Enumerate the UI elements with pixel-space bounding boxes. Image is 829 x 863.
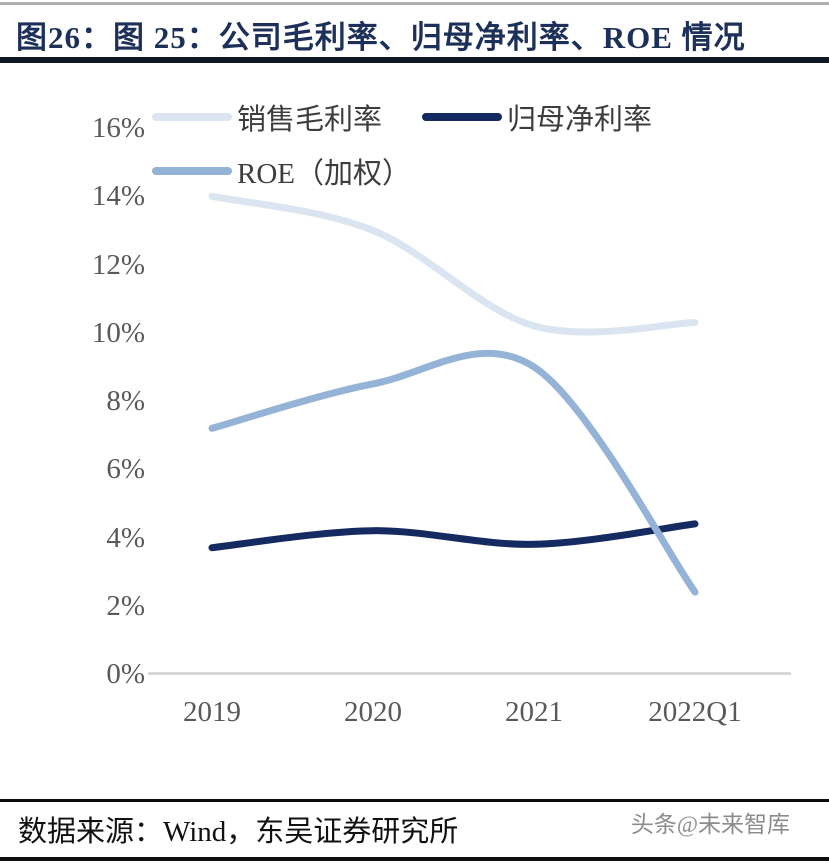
footer-divider <box>0 799 829 802</box>
y-tick-label: 0% <box>106 658 145 690</box>
bottom-divider <box>0 857 829 861</box>
series-line-ROE（加权） <box>208 349 699 596</box>
title-underline <box>0 57 829 63</box>
y-tick-label: 16% <box>91 112 145 144</box>
legend-line-swatch <box>152 167 232 175</box>
legend-series-label: 销售毛利率 <box>237 104 383 136</box>
figure-title: 图26：图 25：公司毛利率、归母净利率、ROE 情况 <box>16 20 746 55</box>
legend-item: ROE（加权） <box>152 148 411 194</box>
legend-series-label: ROE（加权） <box>237 158 412 190</box>
y-tick-label: 10% <box>91 316 145 349</box>
y-tick-label: 4% <box>106 521 145 554</box>
watermark-label: 头条@未来智库 <box>630 812 790 837</box>
legend-series-label: 归母净利率 <box>507 104 653 136</box>
y-tick-label: 12% <box>91 248 145 281</box>
legend-item: 归母净利率 <box>422 94 672 140</box>
top-divider <box>0 2 829 5</box>
legend-line-swatch <box>422 113 502 121</box>
y-tick-label: 2% <box>106 589 145 622</box>
series-line-销售毛利率 <box>208 192 699 336</box>
y-tick-label: 6% <box>106 453 145 486</box>
y-tick-label: 8% <box>106 385 145 417</box>
x-tick-label: 2020 <box>344 696 402 728</box>
x-tick-label: 2022Q1 <box>648 696 742 728</box>
legend-line-swatch <box>152 113 232 121</box>
chart-legend: 销售毛利率 归母净利率 ROE（加权） <box>152 94 712 202</box>
series-line-归母净利率 <box>208 520 699 552</box>
data-source-note: 数据来源：Wind，东吴证券研究所 <box>18 816 459 848</box>
legend-item: 销售毛利率 <box>152 94 422 140</box>
y-tick-label: 14% <box>91 180 145 213</box>
x-tick-label: 2021 <box>505 696 563 728</box>
x-tick-label: 2019 <box>183 696 241 728</box>
